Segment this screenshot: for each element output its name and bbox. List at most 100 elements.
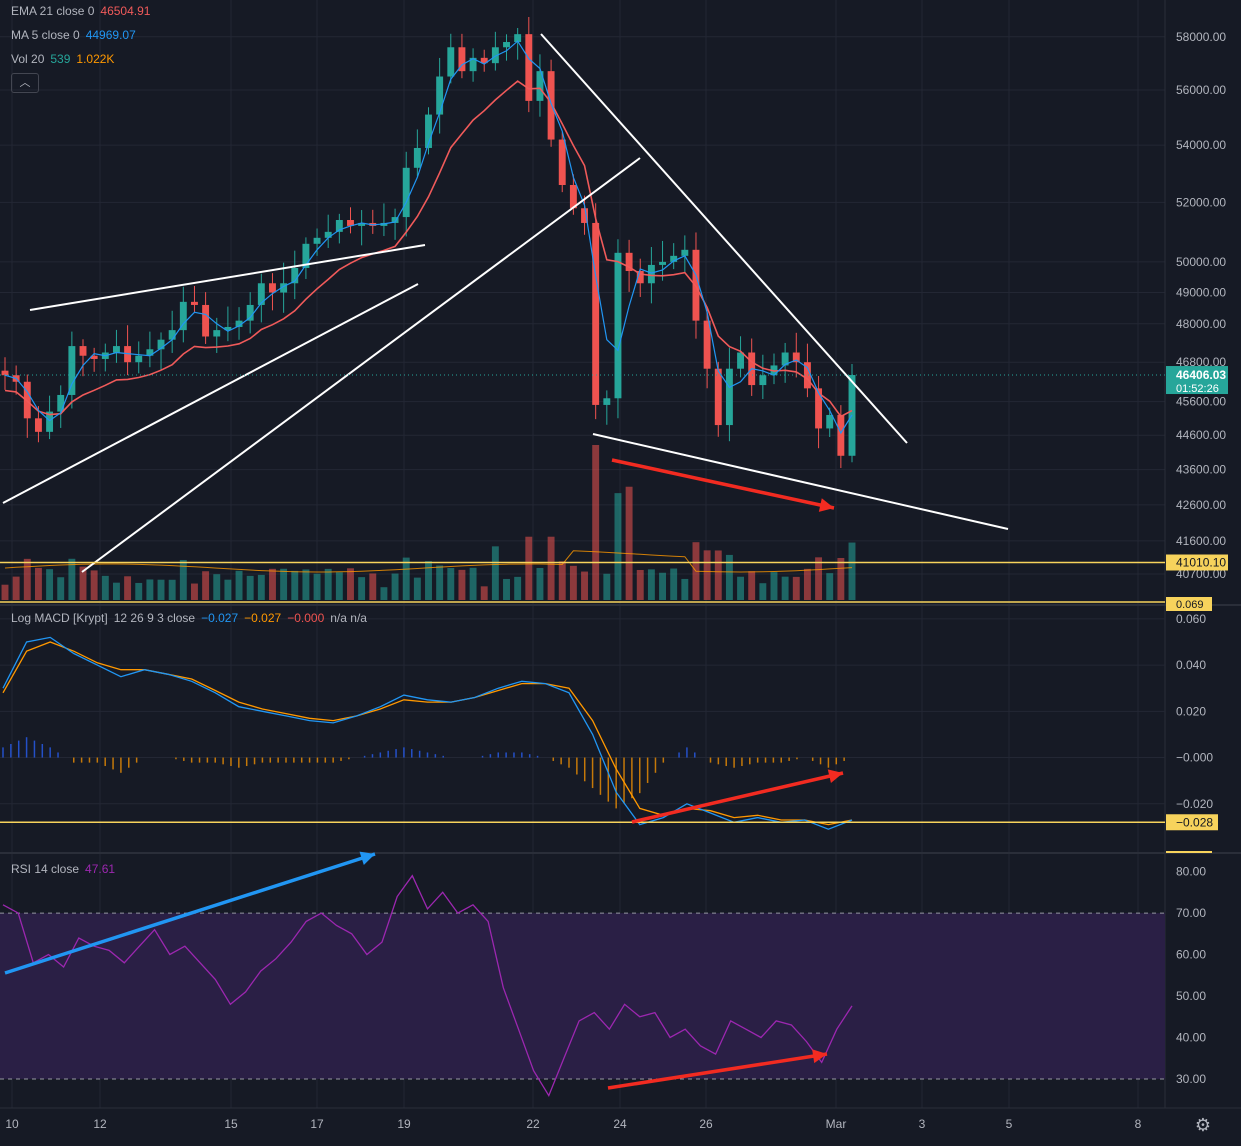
volume-bar bbox=[436, 565, 444, 600]
volume-bar bbox=[224, 579, 232, 600]
current-price-badge bbox=[1166, 366, 1228, 395]
candle-body bbox=[469, 57, 477, 72]
volume-legend: Vol 20 539 1.022K bbox=[11, 52, 120, 66]
rsi-axis-label: 30.00 bbox=[1176, 1072, 1206, 1086]
candle-body bbox=[146, 349, 154, 356]
candle-body bbox=[803, 362, 811, 389]
candle-body bbox=[34, 418, 42, 432]
volume-bar bbox=[569, 565, 577, 600]
price-axis-label: 46800.00 bbox=[1176, 355, 1226, 369]
time-axis-label: 10 bbox=[5, 1117, 19, 1131]
volume-ma-line bbox=[4, 550, 853, 573]
volume-bar bbox=[681, 578, 689, 600]
time-axis-label: Mar bbox=[826, 1117, 847, 1131]
candle-body bbox=[112, 346, 120, 353]
volume-bar bbox=[213, 574, 221, 600]
candle-body bbox=[525, 34, 533, 101]
macd-top-label: 0.069 bbox=[1176, 599, 1204, 611]
volume-bar bbox=[269, 568, 276, 600]
candle-body bbox=[514, 34, 522, 43]
candles-group bbox=[1, 16, 856, 600]
candle-body bbox=[737, 352, 745, 369]
candle-body bbox=[581, 208, 588, 223]
volume-bar bbox=[12, 576, 20, 600]
volume-bar bbox=[792, 576, 800, 600]
ma5-line bbox=[4, 40, 853, 435]
macd-legend: Log MACD [Krypt] 12 26 9 3 close −0.027 −0.… bbox=[11, 611, 373, 625]
arrow-macd bbox=[631, 771, 844, 824]
volume-bar bbox=[291, 570, 299, 600]
candle-body bbox=[826, 414, 834, 429]
trendline bbox=[2, 283, 419, 504]
volume-bar bbox=[491, 546, 499, 600]
volume-bar bbox=[581, 571, 588, 600]
time-axis-label: 19 bbox=[397, 1117, 411, 1131]
volume-bar bbox=[79, 566, 87, 600]
macd-legend-value-4: n/a n/a bbox=[330, 611, 367, 625]
volume-bar bbox=[168, 579, 176, 600]
candle-body bbox=[659, 261, 666, 265]
volume-bar bbox=[480, 586, 488, 600]
time-axis-label: 17 bbox=[310, 1117, 324, 1131]
candle-body bbox=[759, 375, 767, 386]
volume-bar bbox=[34, 567, 42, 600]
candle-body bbox=[625, 252, 633, 272]
volume-bar bbox=[90, 570, 98, 600]
arrow-rsi-blue-head bbox=[359, 851, 375, 865]
volume-bar bbox=[402, 557, 410, 600]
macd-top-badge bbox=[1166, 597, 1212, 611]
volume-bar bbox=[391, 573, 399, 600]
ema-legend-value: 46504.91 bbox=[100, 4, 151, 18]
candle-body bbox=[815, 388, 823, 429]
price-axis-label: 50000.00 bbox=[1176, 255, 1226, 269]
arrow-rsi-red bbox=[607, 1052, 828, 1090]
candle-body bbox=[335, 220, 343, 232]
macd-axis-label: −0.020 bbox=[1176, 797, 1213, 811]
macd-legend-value-2: −0.027 bbox=[244, 611, 282, 625]
volume-bar bbox=[525, 536, 533, 600]
candle-body bbox=[670, 255, 678, 262]
price-axis-label: 52000.00 bbox=[1176, 195, 1226, 209]
candle-body bbox=[302, 243, 310, 268]
volume-bar bbox=[447, 568, 455, 600]
volume-bar bbox=[614, 493, 622, 600]
gear-icon[interactable]: ⚙ bbox=[1194, 1115, 1212, 1135]
candle-body bbox=[179, 301, 187, 331]
volume-bar bbox=[324, 568, 332, 600]
trendline bbox=[540, 33, 908, 444]
time-axis-label: 24 bbox=[613, 1117, 627, 1131]
volume-bar bbox=[748, 571, 756, 600]
price-axis-label: 42600.00 bbox=[1176, 498, 1226, 512]
candle-body bbox=[257, 283, 265, 305]
volume-bar bbox=[280, 568, 288, 600]
candle-body bbox=[703, 320, 711, 369]
candle-body bbox=[23, 381, 31, 419]
arrow-price bbox=[611, 458, 835, 510]
candle-body bbox=[402, 167, 410, 218]
candle-body bbox=[480, 57, 488, 64]
trendline bbox=[81, 157, 641, 573]
macd-axis-label: 0.040 bbox=[1176, 658, 1206, 672]
candle-body bbox=[681, 249, 689, 256]
candle-body bbox=[1, 370, 9, 376]
volume-bar bbox=[246, 575, 254, 600]
candle-body bbox=[235, 320, 243, 327]
price-axis-label: 56000.00 bbox=[1176, 83, 1226, 97]
trendline bbox=[592, 433, 1009, 530]
volume-bar bbox=[46, 569, 54, 600]
volume-bar bbox=[781, 576, 789, 600]
macd-line bbox=[2, 636, 853, 830]
volume-bar bbox=[235, 570, 243, 600]
collapse-legend-button[interactable]: ︿ bbox=[11, 73, 39, 93]
price-axis-label: 58000.00 bbox=[1176, 30, 1226, 44]
candle-body bbox=[90, 355, 98, 359]
arrow-rsi-red-head bbox=[812, 1049, 827, 1064]
volume-bar bbox=[625, 486, 633, 600]
macd-hline-label: −0.028 bbox=[1176, 815, 1213, 829]
volume-bar bbox=[202, 571, 210, 600]
candle-body bbox=[157, 339, 165, 350]
price-axis-label: 49000.00 bbox=[1176, 286, 1226, 300]
candle-body bbox=[347, 220, 354, 226]
chevron-up-icon: ︿ bbox=[19, 77, 31, 89]
